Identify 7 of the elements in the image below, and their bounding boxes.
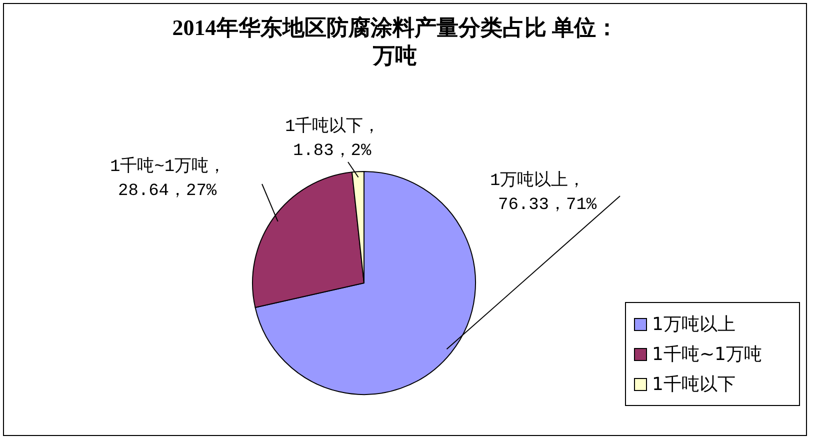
legend-label: 1万吨以上: [651, 313, 736, 337]
data-label: 1千吨以下， 1.83，2%: [285, 116, 380, 161]
legend-label: 1千吨以下: [651, 373, 736, 397]
chart-title: 2014年华东地区防腐涂料产量分类占比 单位：万吨: [171, 14, 619, 70]
legend-label: 1千吨~1万吨: [651, 343, 763, 367]
data-label: 1千吨~1万吨， 28.64，27%: [110, 156, 226, 201]
data-label: 1万吨以上， 76.33，71%: [490, 171, 598, 215]
